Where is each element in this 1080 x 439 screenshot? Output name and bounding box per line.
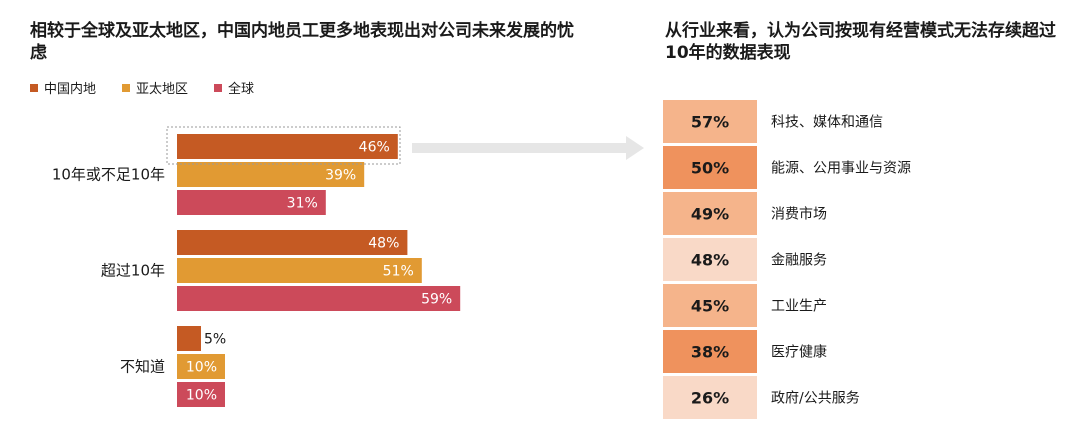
highlight-box [166, 126, 401, 165]
bar [177, 326, 201, 351]
industry-pct-label: 57% [691, 113, 729, 132]
left-chart-title: 相较于全球及亚太地区，中国内地员工更多地表现出对公司未来发展的忧虑 [30, 21, 574, 63]
bar [177, 162, 365, 187]
legend-swatch-series1 [30, 83, 38, 92]
legend-item-series3: 全球 [214, 78, 254, 97]
industry-pct-label: 38% [691, 343, 729, 362]
industry-name-label: 政府/公共服务 [771, 391, 860, 407]
bar [177, 382, 225, 407]
industry-name-label: 医疗健康 [771, 344, 827, 361]
industry-pct-cell [663, 284, 757, 327]
industry-pct-cell [663, 100, 757, 143]
industry-pct-label: 48% [691, 251, 729, 270]
industry-pct-cell [663, 238, 757, 281]
industry-pct-label: 45% [691, 297, 729, 316]
industry-pct-label: 26% [691, 389, 729, 408]
bar-value-label: 31% [287, 196, 318, 212]
category-label: 超过10年 [101, 262, 165, 280]
bar [177, 286, 461, 311]
legend-label-series2: 亚太地区 [136, 82, 189, 97]
bar [177, 258, 422, 283]
bar-value-label: 5% [204, 332, 226, 348]
legend-item-series2: 亚太地区 [122, 78, 188, 97]
industry-name-label: 金融服务 [771, 253, 827, 269]
bar-value-label: 51% [383, 264, 414, 280]
industry-pct-cell [663, 192, 757, 235]
right-table-title: 从行业来看，认为公司按现有经营模式无法存续超过10年的数据表现 [665, 21, 1056, 63]
legend-label-series3: 全球 [228, 82, 255, 97]
legend: 中国内地 亚太地区 全球 [30, 78, 254, 97]
category-label: 10年或不足10年 [52, 166, 165, 184]
industry-name-label: 消费市场 [771, 206, 827, 223]
legend-label-series1: 中国内地 [44, 82, 97, 97]
industry-name-label: 工业生产 [771, 299, 827, 315]
category-label: 不知道 [120, 358, 165, 376]
arrow-icon [412, 136, 644, 160]
bar-value-label: 46% [359, 140, 390, 156]
bar [177, 190, 326, 215]
bar-value-label: 39% [325, 168, 356, 184]
bar-value-label: 59% [421, 292, 452, 308]
legend-swatch-series2 [122, 83, 131, 92]
bar-value-label: 10% [186, 388, 217, 404]
legend-item-series1: 中国内地 [30, 78, 96, 97]
industry-pct-label: 50% [691, 159, 729, 178]
industry-name-label: 科技、媒体和通信 [771, 115, 883, 131]
industry-pct-label: 49% [691, 205, 729, 224]
bar-value-label: 10% [186, 360, 217, 376]
bar [177, 134, 398, 159]
bar [177, 354, 225, 379]
bar-value-label: 48% [368, 236, 399, 252]
legend-swatch-series3 [214, 83, 223, 92]
bar [177, 230, 408, 255]
industry-pct-cell [663, 146, 757, 189]
industry-pct-cell [663, 376, 757, 419]
industry-name-label: 能源、公用事业与资源 [771, 161, 911, 177]
industry-pct-cell [663, 330, 757, 373]
